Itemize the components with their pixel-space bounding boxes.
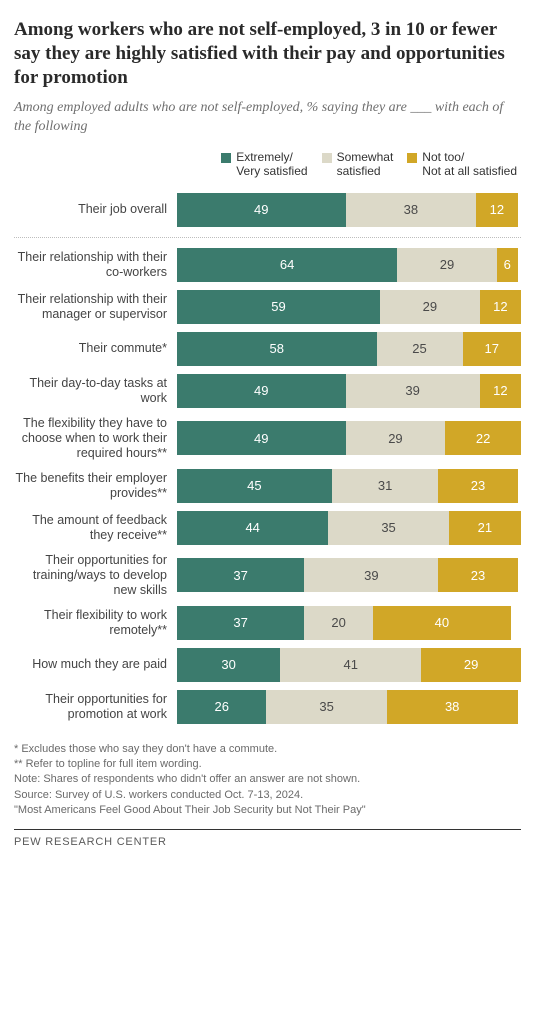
bar-row: Their job overall 493812: [14, 189, 521, 231]
bar-segment: 29: [397, 248, 497, 282]
bar-segment: 29: [346, 421, 446, 455]
chart-rows: Their job overall493812Their relationshi…: [14, 189, 521, 728]
bar-segment: 23: [438, 558, 517, 592]
bar: 493812: [177, 193, 521, 227]
bar: 64296: [177, 248, 521, 282]
row-label: Their day-to-day tasks at work: [14, 376, 169, 406]
bar-segment: 35: [328, 511, 448, 545]
legend-label: Somewhatsatisfied: [337, 151, 394, 179]
bar-segment: 35: [266, 690, 386, 724]
bar-row: Their opportunities for promotion at wor…: [14, 686, 521, 728]
bar-row: Their commute* 582517: [14, 328, 521, 370]
bar-row: The benefits their employer provides** 45…: [14, 465, 521, 507]
footnotes: * Excludes those who say they don't have…: [14, 742, 521, 819]
bar-row: The amount of feedback they receive** 443…: [14, 507, 521, 549]
bar-segment: 41: [280, 648, 421, 682]
row-label: The flexibility they have to choose when…: [14, 416, 169, 461]
brand: PEW RESEARCH CENTER: [14, 836, 521, 848]
footnote-line: Note: Shares of respondents who didn't o…: [14, 772, 521, 787]
bar: 492922: [177, 421, 521, 455]
footer-rule: [14, 829, 521, 830]
legend-item-extremely: Extremely/Very satisfied: [221, 151, 307, 179]
bar-segment: 12: [480, 374, 521, 408]
legend: Extremely/Very satisfied Somewhatsatisfie…: [14, 151, 521, 179]
legend-swatch: [322, 153, 332, 163]
row-label: Their relationship with their manager or…: [14, 292, 169, 322]
bar: 493912: [177, 374, 521, 408]
bar-segment: 58: [177, 332, 377, 366]
bar-segment: 12: [480, 290, 521, 324]
bar-segment: 23: [438, 469, 517, 503]
bar-row: How much they are paid 304129: [14, 644, 521, 686]
group-divider: [14, 237, 521, 238]
bar-segment: 38: [346, 193, 477, 227]
chart-title: Among workers who are not self-employed,…: [14, 18, 521, 89]
bar-segment: 37: [177, 558, 304, 592]
bar-segment: 21: [449, 511, 521, 545]
bar-segment: 17: [463, 332, 521, 366]
footnote-line: "Most Americans Feel Good About Their Jo…: [14, 803, 521, 818]
bar-row: Their relationship with their manager or…: [14, 286, 521, 328]
bar: 263538: [177, 690, 521, 724]
bar-segment: 59: [177, 290, 380, 324]
legend-item-somewhat: Somewhatsatisfied: [322, 151, 394, 179]
bar-row: Their opportunities for training/ways to…: [14, 549, 521, 602]
bar-segment: 31: [332, 469, 439, 503]
bar-segment: 20: [304, 606, 373, 640]
bar: 304129: [177, 648, 521, 682]
legend-swatch: [407, 153, 417, 163]
row-label: Their opportunities for promotion at wor…: [14, 692, 169, 722]
bar: 582517: [177, 332, 521, 366]
legend-swatch: [221, 153, 231, 163]
row-label: Their job overall: [14, 202, 169, 217]
row-label: The benefits their employer provides**: [14, 471, 169, 501]
bar: 443521: [177, 511, 521, 545]
footnote-line: * Excludes those who say they don't have…: [14, 742, 521, 757]
row-label: How much they are paid: [14, 657, 169, 672]
bar-segment: 29: [421, 648, 521, 682]
footnote-line: Source: Survey of U.S. workers conducted…: [14, 788, 521, 803]
bar-segment: 44: [177, 511, 328, 545]
bar-segment: 39: [304, 558, 438, 592]
row-label: Their opportunities for training/ways to…: [14, 553, 169, 598]
bar-segment: 6: [497, 248, 518, 282]
legend-item-nottoo: Not too/Not at all satisfied: [407, 151, 517, 179]
bar-row: Their day-to-day tasks at work 493912: [14, 370, 521, 412]
bar-segment: 12: [476, 193, 517, 227]
bar-row: Their relationship with their co-workers…: [14, 244, 521, 286]
bar-segment: 45: [177, 469, 332, 503]
bar-row: The flexibility they have to choose when…: [14, 412, 521, 465]
legend-label: Not too/Not at all satisfied: [422, 151, 517, 179]
bar-segment: 49: [177, 421, 346, 455]
bar-segment: 64: [177, 248, 397, 282]
bar: 373923: [177, 558, 521, 592]
bar-segment: 25: [377, 332, 463, 366]
bar-segment: 30: [177, 648, 280, 682]
bar: 372040: [177, 606, 521, 640]
bar-segment: 49: [177, 193, 346, 227]
bar-segment: 37: [177, 606, 304, 640]
bar-segment: 38: [387, 690, 518, 724]
row-label: Their relationship with their co-workers: [14, 250, 169, 280]
bar-segment: 49: [177, 374, 346, 408]
bar-segment: 26: [177, 690, 266, 724]
bar: 592912: [177, 290, 521, 324]
row-label: Their commute*: [14, 341, 169, 356]
bar-segment: 22: [445, 421, 521, 455]
bar-row: Their flexibility to work remotely** 3720…: [14, 602, 521, 644]
bar-segment: 29: [380, 290, 480, 324]
row-label: The amount of feedback they receive**: [14, 513, 169, 543]
bar-segment: 39: [346, 374, 480, 408]
legend-label: Extremely/Very satisfied: [236, 151, 307, 179]
footnote-line: ** Refer to topline for full item wordin…: [14, 757, 521, 772]
row-label: Their flexibility to work remotely**: [14, 608, 169, 638]
bar: 453123: [177, 469, 521, 503]
chart-subtitle: Among employed adults who are not self-e…: [14, 99, 521, 137]
bar-segment: 40: [373, 606, 511, 640]
